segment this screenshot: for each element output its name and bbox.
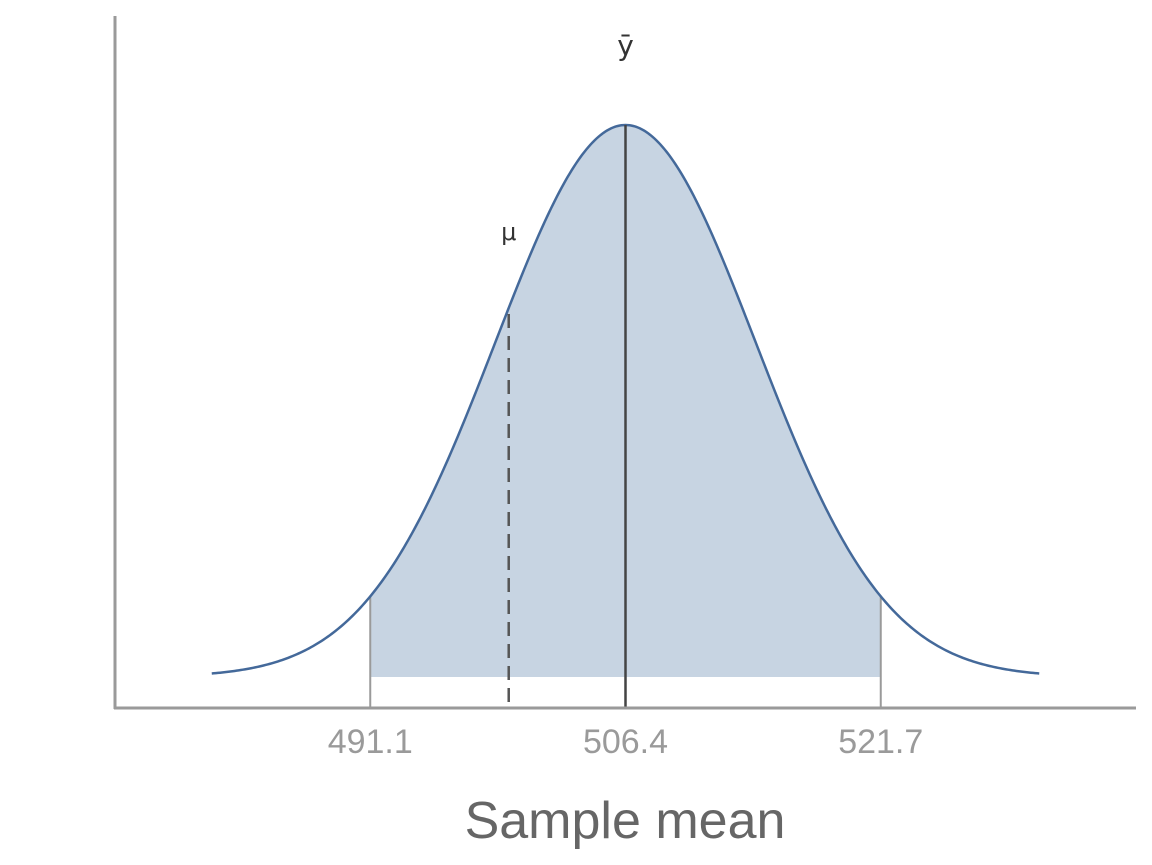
sample-mean-label: ȳ — [617, 29, 634, 62]
x-tick-label: 506.4 — [583, 723, 668, 761]
x-axis-label: Sample mean — [465, 792, 786, 850]
x-tick-labels: 491.1 506.4 521.7 — [328, 723, 924, 761]
x-tick-label: 491.1 — [328, 723, 413, 761]
population-mean-label: μ — [501, 218, 516, 246]
x-tick-label: 521.7 — [838, 723, 923, 761]
plot-area: ȳμ — [211, 29, 1040, 708]
